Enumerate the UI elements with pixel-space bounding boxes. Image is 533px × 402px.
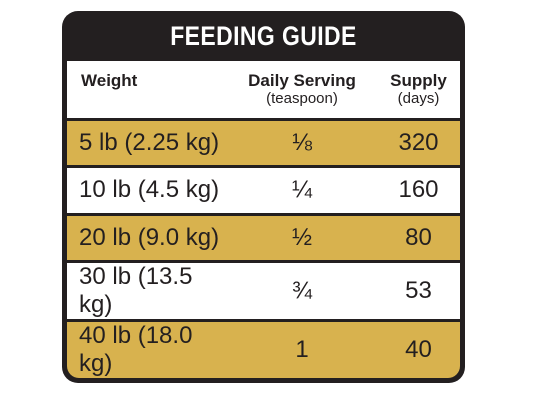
header-supply: Supply (days) [377, 61, 460, 118]
weight-cell: 10 lb (4.5 kg) [79, 176, 220, 204]
table-row: 20 lb (9.0 kg) ½ 80 [67, 215, 460, 260]
feeding-guide-table: FEEDING GUIDE Weight Daily Serving (teas… [62, 11, 465, 383]
supply-cell: 40 [405, 335, 432, 363]
header-supply-label: Supply [390, 71, 447, 90]
weight-cell: 5 lb (2.25 kg) [79, 129, 220, 157]
header-serving: Daily Serving (teaspoon) [227, 61, 377, 118]
table-body: Weight Daily Serving (teaspoon) Supply (… [67, 61, 460, 378]
serving-cell: ¼ [291, 176, 312, 204]
supply-cell: 320 [398, 129, 439, 157]
supply-cell: 160 [398, 176, 439, 204]
serving-cell: 1 [295, 335, 309, 363]
supply-cell: 53 [405, 276, 432, 304]
weight-cell: 30 lb (13.5 kg) [79, 262, 193, 318]
weight-cell: 40 lb (18.0 kg) [79, 321, 193, 377]
table-title: FEEDING GUIDE [170, 20, 357, 51]
weight-cell: 20 lb (9.0 kg) [79, 223, 220, 251]
header-supply-unit: (days) [397, 90, 440, 107]
table-row: 30 lb (13.5 kg) ¾ 53 [67, 262, 460, 319]
supply-cell: 80 [405, 223, 432, 251]
header-weight-label: Weight [81, 71, 138, 90]
table-row: 40 lb (18.0 kg) 1 40 [67, 321, 460, 378]
header-weight: Weight [67, 61, 227, 118]
table-row: 10 lb (4.5 kg) ¼ 160 [67, 168, 460, 213]
header-serving-label: Daily Serving [248, 71, 356, 90]
serving-cell: ⅛ [291, 129, 312, 157]
header-row: Weight Daily Serving (teaspoon) Supply (… [67, 61, 460, 118]
serving-cell: ½ [291, 223, 312, 251]
serving-cell: ¾ [291, 276, 312, 304]
header-serving-unit: (teaspoon) [266, 90, 338, 107]
table-row: 5 lb (2.25 kg) ⅛ 320 [67, 121, 460, 166]
